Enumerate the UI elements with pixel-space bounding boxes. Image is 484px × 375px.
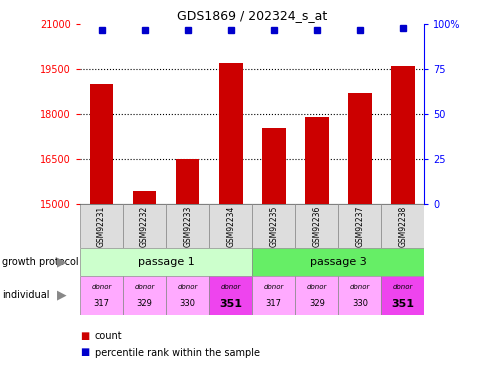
Text: donor: donor [263, 284, 283, 290]
Text: donor: donor [134, 284, 154, 290]
Title: GDS1869 / 202324_s_at: GDS1869 / 202324_s_at [177, 9, 327, 22]
Bar [252, 204, 295, 248]
Text: 351: 351 [219, 299, 242, 309]
Bar [390, 66, 414, 204]
Text: 330: 330 [179, 300, 195, 309]
Text: 317: 317 [93, 300, 109, 309]
Bar [295, 276, 337, 315]
Text: individual: individual [2, 290, 50, 300]
Text: donor: donor [306, 284, 326, 290]
Bar [80, 276, 123, 315]
Bar [380, 204, 424, 248]
Text: donor: donor [177, 284, 197, 290]
Bar [261, 128, 285, 204]
Text: GSM92231: GSM92231 [97, 206, 106, 247]
Bar [90, 84, 113, 204]
Bar [347, 93, 371, 204]
Text: donor: donor [392, 284, 412, 290]
Text: ▶: ▶ [57, 289, 67, 302]
Text: ▶: ▶ [57, 255, 67, 268]
Text: ■: ■ [80, 348, 89, 357]
Text: GSM92237: GSM92237 [355, 205, 363, 247]
Bar [380, 276, 424, 315]
Text: 317: 317 [265, 300, 281, 309]
Text: 330: 330 [351, 300, 367, 309]
Text: 351: 351 [391, 299, 413, 309]
Text: donor: donor [220, 284, 241, 290]
Bar [337, 204, 380, 248]
Text: percentile rank within the sample: percentile rank within the sample [94, 348, 259, 357]
Bar [123, 204, 166, 248]
Text: growth protocol: growth protocol [2, 256, 79, 267]
Bar [252, 276, 295, 315]
Bar [175, 159, 199, 204]
Text: count: count [94, 331, 122, 340]
Bar [209, 276, 252, 315]
Bar [166, 204, 209, 248]
Bar [166, 276, 209, 315]
Bar [80, 204, 123, 248]
Text: passage 1: passage 1 [137, 256, 194, 267]
Text: GSM92238: GSM92238 [397, 206, 407, 247]
Text: GSM92234: GSM92234 [226, 205, 235, 247]
Bar [123, 276, 166, 315]
Text: ■: ■ [80, 331, 89, 340]
Text: 329: 329 [136, 300, 152, 309]
Text: GSM92236: GSM92236 [312, 205, 320, 247]
Text: 329: 329 [308, 300, 324, 309]
Bar [80, 248, 252, 276]
Text: donor: donor [91, 284, 111, 290]
Bar [209, 204, 252, 248]
Bar [133, 191, 156, 204]
Text: GSM92232: GSM92232 [140, 206, 149, 247]
Bar [252, 248, 424, 276]
Text: GSM92235: GSM92235 [269, 205, 278, 247]
Bar [304, 117, 328, 204]
Text: donor: donor [349, 284, 369, 290]
Bar [337, 276, 380, 315]
Text: GSM92233: GSM92233 [183, 205, 192, 247]
Bar [295, 204, 337, 248]
Text: passage 3: passage 3 [309, 256, 366, 267]
Bar [218, 63, 242, 204]
